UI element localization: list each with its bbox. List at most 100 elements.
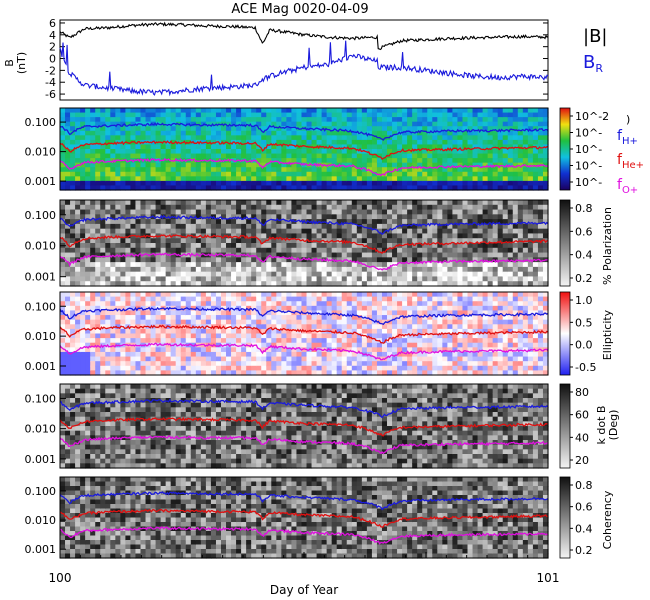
heatmap-cell [407,276,413,282]
heatmap-cell [437,180,443,187]
heatmap-cell [477,214,484,220]
heatmap-cell [336,296,343,302]
heatmap-cell [85,324,91,330]
heatmap-cell [346,281,353,287]
heatmap-cell [175,180,182,187]
heatmap-cell [155,310,162,316]
heatmap-cell [60,117,66,123]
heatmap-cell [341,233,348,239]
heatmap-cell [487,228,494,235]
heatmap-cell [261,271,267,278]
heatmap-cell [492,262,499,268]
heatmap-cell [261,149,267,155]
heatmap-cell [457,310,464,316]
heatmap-cell [195,112,202,118]
heatmap-cell [65,296,71,302]
heatmap-cell [220,319,227,325]
heatmap-cell [402,144,408,150]
heatmap-cell [160,276,167,282]
heatmap-cell [90,370,96,376]
heatmap-cell [120,117,126,123]
heatmap-cell [311,342,318,348]
heatmap-cell [306,171,313,177]
heatmap-cell [422,121,428,127]
heatmap-cell [387,361,393,367]
heatmap-cell [532,233,539,239]
heatmap-cell [437,108,443,114]
heatmap-cell [150,328,157,335]
heatmap-cell [281,281,287,287]
heatmap-cell [366,180,373,187]
heatmap-cell [487,271,494,278]
heatmap-cell [432,223,438,230]
heatmap-cell [75,121,81,127]
heatmap-cell [387,214,393,220]
heatmap-cell [477,144,484,150]
heatmap-cell [517,153,524,159]
heatmap-cell [261,351,267,358]
heatmap-cell [432,176,438,182]
heatmap-cell [417,108,423,114]
heatmap-cell [402,214,408,220]
heatmap-cell [311,333,318,339]
heatmap-cell [422,315,428,321]
heatmap-cell [392,333,398,339]
heatmap-cell [417,301,423,307]
heatmap-cell [402,108,408,114]
heatmap-cell [231,370,237,376]
heatmap-cell [276,112,282,118]
heatmap-cell [60,351,66,358]
heatmap-cell [361,200,368,206]
heatmap-cell [321,121,328,127]
heatmap-cell [387,158,393,164]
heatmap-cell [90,130,96,136]
heatmap-cell [90,361,96,367]
heatmap-cell [125,167,132,173]
heatmap-cell [321,171,328,177]
heatmap-cell [371,305,378,312]
heatmap-cell [346,238,353,244]
heatmap-cell [251,135,257,141]
heatmap-cell [482,130,489,136]
heatmap-cell [170,266,177,273]
heatmap-cell [407,257,413,263]
heatmap-cell [387,370,393,376]
heatmap-cell [200,214,207,220]
heatmap-cell [336,310,343,316]
heatmap-cell [160,310,167,316]
heatmap-cell [447,247,454,254]
heatmap-cell [185,162,192,168]
heatmap-cell [462,252,469,258]
heatmap-cell [412,121,418,127]
heatmap-cell [301,214,308,220]
heatmap-cell [105,153,111,159]
heatmap-cell [371,144,378,150]
heatmap-cell [130,180,137,187]
heatmap-cell [220,171,227,177]
heatmap-cell [175,117,182,123]
heatmap-cell [110,223,116,230]
heatmap-cell [286,228,293,235]
heatmap-cell [447,135,454,141]
heatmap-cell [236,328,242,335]
heatmap-cell [60,176,66,182]
heatmap-cell [437,257,443,263]
heatmap-cell [276,301,282,307]
heatmap-cell [472,144,479,150]
heatmap-cell [472,112,479,118]
heatmap-cell [226,243,232,249]
heatmap-cell [145,266,152,273]
heatmap-cell [271,365,277,371]
heatmap-cell [215,305,222,312]
heatmap-cell [291,167,298,173]
heatmap-cell [442,180,448,187]
heatmap-cell [407,296,413,302]
heatmap-cell [190,144,197,150]
heatmap-cell [185,310,192,316]
heatmap-cell [266,319,272,325]
heatmap-cell [90,214,96,220]
heatmap-cell [427,117,433,123]
heatmap-cell [392,370,398,376]
heatmap-cell [542,281,549,287]
heatmap-cell [210,281,217,287]
